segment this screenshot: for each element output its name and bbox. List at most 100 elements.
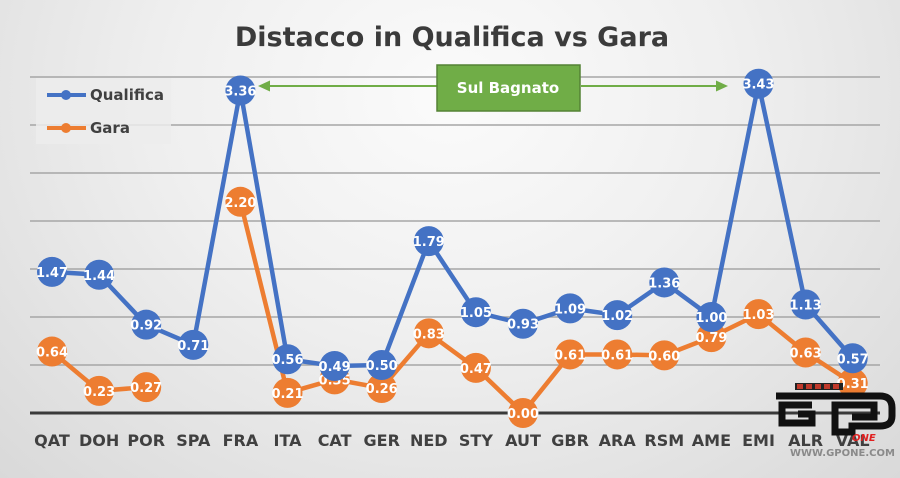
- data-point-marker[interactable]: [413, 226, 444, 257]
- x-tick-label: DOH: [79, 431, 119, 450]
- data-point-marker[interactable]: [319, 350, 350, 381]
- legend-label-gara: Gara: [90, 119, 130, 137]
- x-tick-label: VAL: [836, 431, 870, 450]
- data-point-marker[interactable]: [131, 372, 162, 403]
- data-label: 0.61: [601, 348, 633, 363]
- data-point-marker[interactable]: [272, 377, 303, 408]
- x-tick-label: GBR: [551, 431, 589, 450]
- data-point-marker[interactable]: [460, 297, 491, 328]
- data-label: 0.83: [413, 327, 445, 342]
- data-point-marker[interactable]: [790, 337, 821, 368]
- data-label: 0.63: [790, 347, 822, 362]
- data-point-marker[interactable]: [508, 398, 538, 428]
- data-point-marker[interactable]: [37, 336, 67, 367]
- x-tick-label: AME: [692, 431, 731, 450]
- data-point-marker[interactable]: [696, 302, 727, 332]
- data-label: 0.47: [460, 362, 492, 377]
- x-tick-label: POR: [127, 431, 165, 450]
- arrow-right-icon: [716, 80, 728, 92]
- x-tick-label: EMI: [742, 431, 775, 450]
- data-point-marker[interactable]: [602, 339, 633, 370]
- data-point-marker[interactable]: [837, 343, 868, 374]
- data-label: 0.92: [130, 319, 162, 334]
- watermark-one: ONE: [852, 433, 876, 444]
- data-point-marker[interactable]: [649, 340, 680, 371]
- legend-label-qualifica: Qualifica: [90, 86, 164, 104]
- data-label: 0.60: [648, 349, 680, 364]
- markers-qualifica: 1.47 1.44 0.92 0.71 3.36 0.56 0.49 0.50 1.79 1.05…: [36, 68, 869, 381]
- data-point-marker[interactable]: [366, 373, 397, 404]
- data-label: 1.47: [36, 266, 68, 281]
- data-point-marker[interactable]: [413, 318, 444, 349]
- data-label: 0.21: [271, 387, 303, 402]
- data-label: 0.23: [83, 385, 115, 400]
- chart-title: Distacco in Qualifica vs Gara: [235, 22, 669, 53]
- data-point-marker[interactable]: [178, 329, 209, 360]
- data-point-marker[interactable]: [460, 352, 491, 383]
- gp-logo-icon: [776, 392, 896, 436]
- legend-marker-qualifica-icon: [61, 90, 71, 100]
- x-tick-label: SPA: [176, 431, 211, 450]
- data-label: 0.26: [366, 382, 398, 397]
- data-label: 1.36: [648, 276, 680, 291]
- x-tick-label: ITA: [273, 431, 302, 450]
- data-point-marker[interactable]: [84, 259, 115, 290]
- data-point-marker[interactable]: [837, 368, 868, 399]
- watermark-url: WWW.GPONE.COM: [790, 448, 895, 459]
- data-point-marker[interactable]: [225, 75, 256, 106]
- x-tick-label: ARA: [599, 431, 637, 450]
- arrow-left-icon: [258, 80, 270, 92]
- legend-item-gara[interactable]: Gara: [47, 119, 130, 137]
- data-point-marker[interactable]: [790, 289, 821, 320]
- data-label: 1.09: [554, 302, 586, 317]
- data-point-marker[interactable]: [602, 300, 633, 331]
- legend-background: [36, 78, 171, 144]
- data-label: 0.93: [507, 318, 539, 333]
- data-point-marker[interactable]: [131, 309, 162, 340]
- data-label: 0.57: [837, 352, 869, 367]
- legend[interactable]: Qualifica Gara: [36, 78, 171, 144]
- data-label: 0.31: [837, 377, 869, 392]
- data-label: 3.36: [224, 84, 256, 99]
- data-label: 0.61: [554, 348, 586, 363]
- x-tick-label: CAT: [318, 431, 352, 450]
- data-point-marker[interactable]: [555, 339, 586, 370]
- annotation-box: [436, 64, 581, 112]
- data-label: 1.44: [83, 269, 115, 284]
- x-tick-label: STY: [459, 431, 493, 450]
- data-label: 3.43: [742, 78, 774, 93]
- data-point-marker[interactable]: [649, 267, 680, 298]
- data-point-marker[interactable]: [508, 308, 538, 339]
- data-label: 0.50: [366, 359, 398, 374]
- series-qualifica: [51, 81, 855, 369]
- data-label: 0.64: [36, 346, 68, 361]
- data-point-marker[interactable]: [37, 256, 67, 287]
- legend-item-qualifica[interactable]: Qualifica: [47, 86, 164, 104]
- x-tick-label: NED: [410, 431, 448, 450]
- gpone-watermark: ONE WWW.GPONE.COM: [776, 383, 896, 459]
- x-tick-label: FRA: [223, 431, 259, 450]
- data-point-marker[interactable]: [555, 293, 586, 324]
- data-label: 0.71: [177, 339, 209, 354]
- legend-marker-gara-icon: [61, 123, 71, 133]
- data-label: 1.03: [742, 308, 774, 323]
- data-label: 0.56: [271, 353, 303, 368]
- data-point-marker[interactable]: [272, 344, 303, 375]
- data-point-marker[interactable]: [225, 186, 256, 217]
- x-tick-label: AUT: [505, 431, 541, 450]
- series-gara: [50, 201, 854, 416]
- data-series: 0.640.230.272.200.210.350.260.830.470.00…: [36, 68, 869, 428]
- data-point-marker[interactable]: [743, 68, 774, 99]
- data-label: 0.00: [507, 407, 539, 422]
- data-label: 1.02: [601, 309, 633, 324]
- data-point-marker[interactable]: [743, 299, 774, 330]
- series-line: [51, 81, 855, 369]
- data-point-marker[interactable]: [84, 375, 115, 406]
- data-label: 1.79: [413, 235, 445, 250]
- data-label: 0.49: [319, 360, 351, 375]
- data-label: 0.27: [130, 381, 162, 396]
- x-tick-label: RSM: [644, 431, 684, 450]
- data-point-marker[interactable]: [366, 350, 397, 380]
- gridlines: [30, 76, 880, 366]
